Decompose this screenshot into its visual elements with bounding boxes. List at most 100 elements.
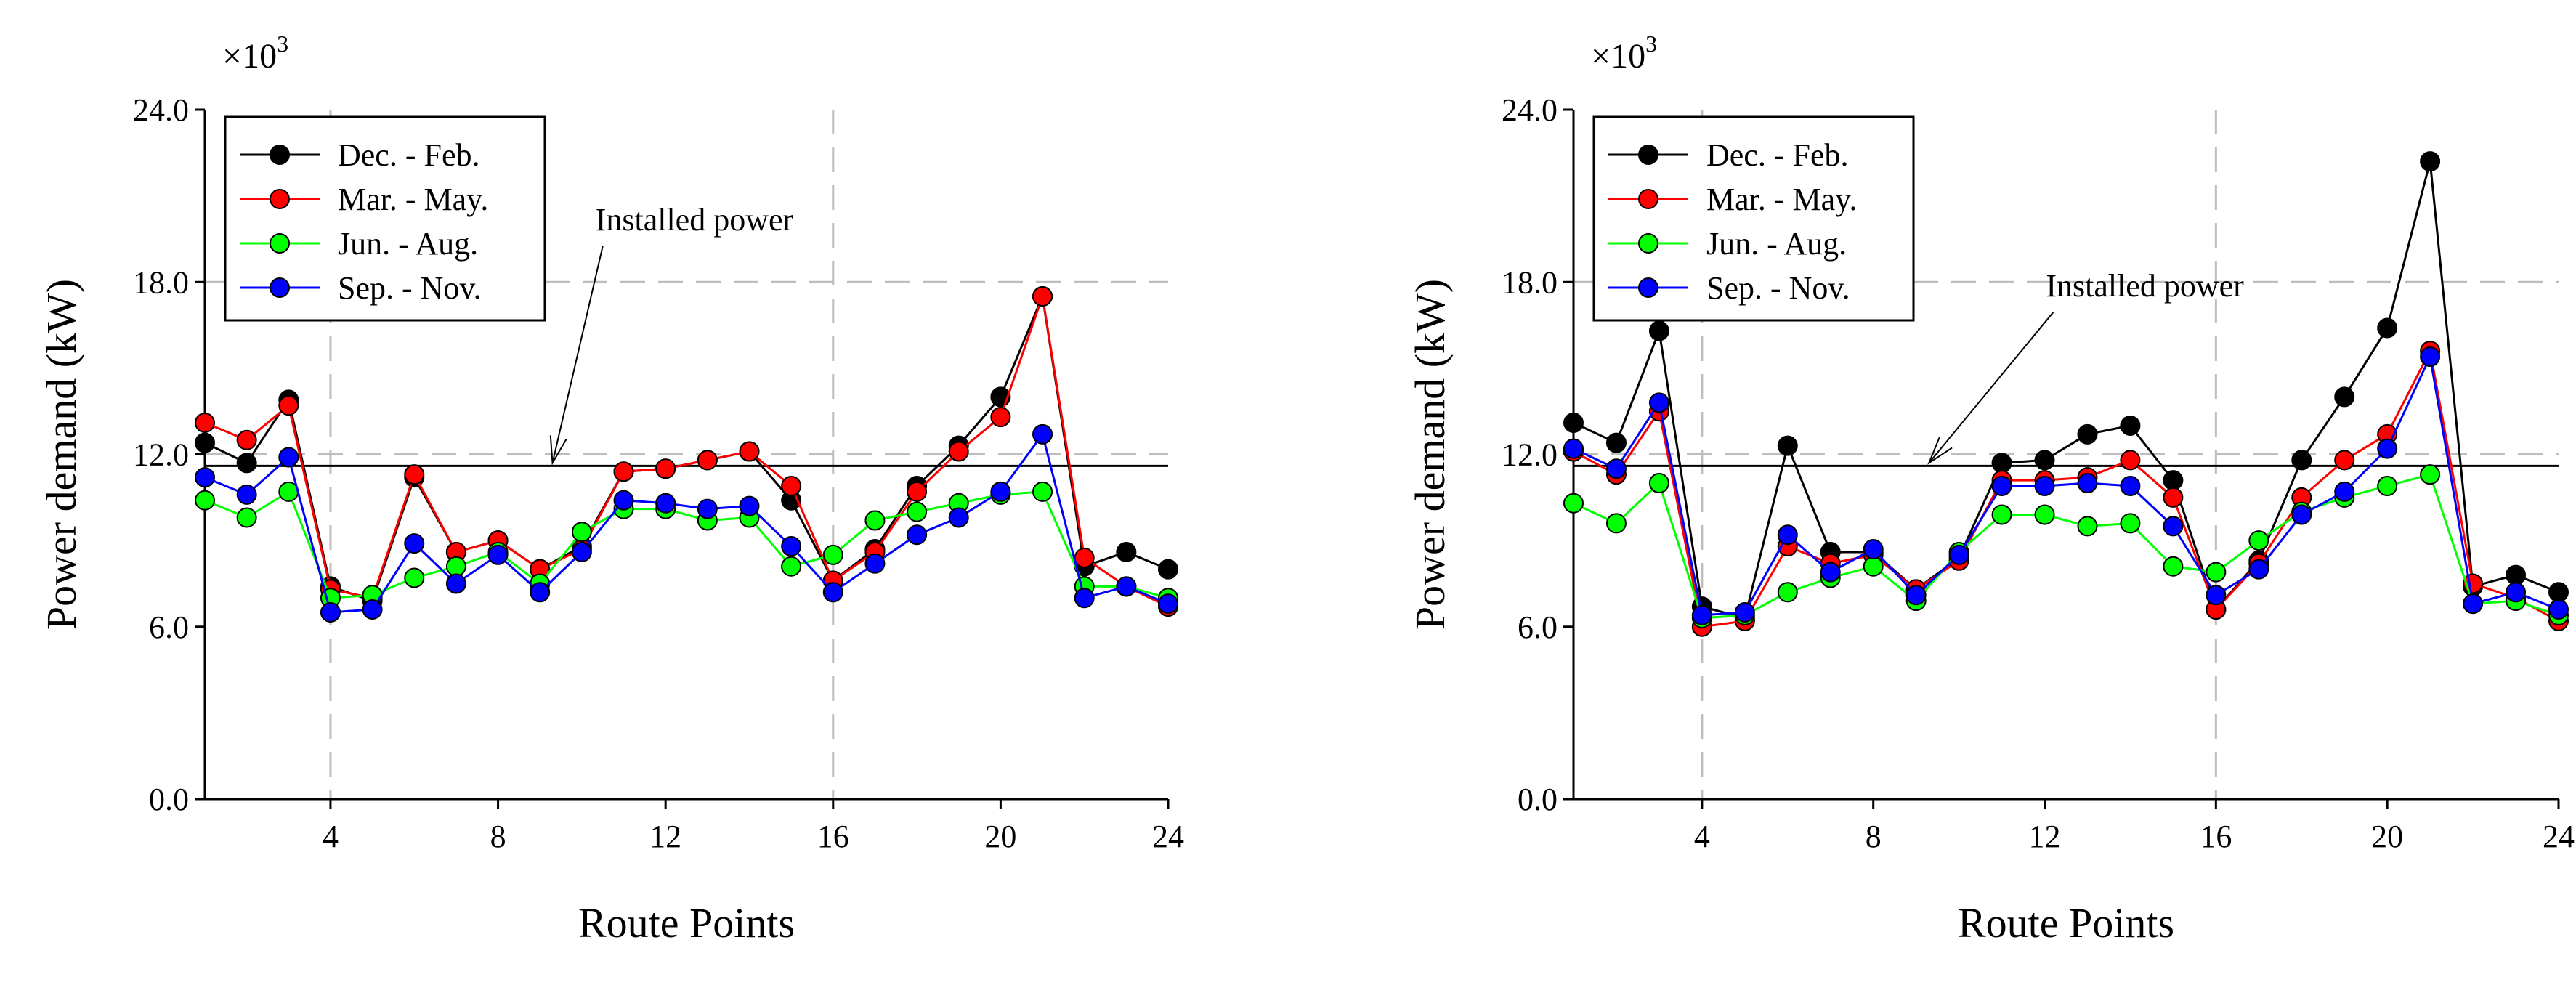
legend-marker <box>270 277 290 298</box>
y-axis-title: Power demand (kW) <box>1406 279 1454 630</box>
data-point <box>2377 317 2398 339</box>
data-point <box>195 467 215 488</box>
y-tick-label: 0.0 <box>149 782 189 817</box>
y-tick-label: 24.0 <box>1502 92 1558 128</box>
data-point <box>2163 487 2184 508</box>
data-point <box>907 501 928 522</box>
x-tick-label: 12 <box>649 819 681 854</box>
data-point <box>487 544 509 565</box>
data-point <box>781 556 802 577</box>
data-point <box>697 498 718 519</box>
legend: Dec. - Feb. Mar. - May. Jun. - Aug. Sep. - … <box>1592 115 1915 322</box>
data-point <box>1991 453 2012 474</box>
x-tick-label: 12 <box>2029 819 2061 854</box>
data-point <box>1563 438 1584 459</box>
legend-label: Mar. - May. <box>338 182 488 217</box>
legend-label: Dec. - Feb. <box>338 137 480 173</box>
legend-label: Sep. - Nov. <box>338 270 482 306</box>
annotation-arrow <box>1928 312 2054 463</box>
data-point <box>1116 541 1137 562</box>
data-point <box>571 522 592 543</box>
data-point <box>1116 576 1137 597</box>
data-point <box>1605 513 1627 534</box>
y-tick-label: 6.0 <box>1518 609 1558 645</box>
data-point <box>2420 464 2441 485</box>
data-point <box>781 475 802 496</box>
data-point <box>2077 516 2098 537</box>
data-point <box>236 429 257 450</box>
data-point <box>822 582 843 603</box>
y-tick-label: 12.0 <box>133 437 189 473</box>
data-point <box>236 453 257 474</box>
data-point <box>990 481 1011 502</box>
x-tick-label: 20 <box>2371 819 2403 854</box>
data-point <box>320 601 341 623</box>
data-point <box>739 495 760 516</box>
data-point <box>2506 582 2527 603</box>
legend-marker <box>1638 189 1658 209</box>
y-multiplier: ×103 <box>1591 31 1657 76</box>
data-point <box>2077 423 2098 445</box>
x-tick-label: 20 <box>984 819 1016 854</box>
data-point <box>1991 475 2012 496</box>
y-tick-label: 6.0 <box>149 609 189 645</box>
data-point <box>1777 435 1798 456</box>
data-point <box>2034 504 2055 525</box>
data-point <box>948 507 969 528</box>
data-point <box>2506 564 2527 585</box>
data-point <box>1032 286 1053 307</box>
series-line-3 <box>1573 473 2559 620</box>
x-tick-label: 24 <box>1152 819 1184 854</box>
data-point <box>2120 513 2141 534</box>
chart-panel-1: 0.0 6.0 12.0 18.0 24.0 4 8 12 16 20 24 Route Points… <box>38 31 1184 947</box>
data-point <box>195 432 215 453</box>
series-line-4 <box>1573 353 2559 617</box>
data-point <box>2548 599 2569 620</box>
data-point <box>1648 392 1669 413</box>
data-point <box>1648 320 1669 341</box>
data-point <box>236 507 257 528</box>
data-point <box>655 493 676 514</box>
data-point <box>613 490 634 511</box>
x-axis-title: Route Points <box>578 899 795 947</box>
data-point <box>1863 538 1884 559</box>
legend-label: Dec. - Feb. <box>1706 137 1849 173</box>
legend-label: Jun. - Aug. <box>338 226 478 262</box>
legend-label: Mar. - May. <box>1706 182 1857 217</box>
data-point <box>404 567 425 588</box>
series-line-2 <box>1573 347 2559 628</box>
data-point <box>1648 473 1669 494</box>
data-point <box>2120 475 2141 496</box>
series-line-1 <box>204 292 1169 603</box>
data-point <box>864 553 886 574</box>
y-axis-title: Power demand (kW) <box>38 279 85 630</box>
data-point <box>990 407 1011 428</box>
data-point <box>445 556 466 577</box>
x-tick-label: 24 <box>2543 819 2575 854</box>
data-point <box>571 541 592 562</box>
data-point <box>2463 593 2484 615</box>
data-point <box>1820 562 1841 583</box>
annotation-arrowhead <box>1927 437 1953 465</box>
data-point <box>613 461 634 482</box>
y-tick-label: 24.0 <box>133 92 189 128</box>
legend-marker <box>1638 277 1658 298</box>
data-point <box>1032 423 1053 445</box>
data-point <box>2291 504 2312 525</box>
y-multiplier-exponent: 3 <box>277 31 288 57</box>
legend: Dec. - Feb. Mar. - May. Jun. - Aug. Sep. - … <box>224 115 546 322</box>
annotation-arrow <box>551 246 604 463</box>
chart-panel-2: 0.0 6.0 12.0 18.0 24.0 4 8 12 16 20 24 Route Points… <box>1406 31 2575 947</box>
y-multiplier-exponent: 3 <box>1645 31 1657 57</box>
series-line-3 <box>204 490 1169 599</box>
x-tick-label: 16 <box>817 819 849 854</box>
data-point <box>278 447 299 468</box>
data-point <box>2163 556 2184 577</box>
data-point <box>655 458 676 479</box>
data-point <box>1605 458 1627 479</box>
data-point <box>1158 593 1178 615</box>
data-point <box>195 490 215 511</box>
data-point <box>2034 475 2055 496</box>
data-point <box>2291 450 2312 471</box>
